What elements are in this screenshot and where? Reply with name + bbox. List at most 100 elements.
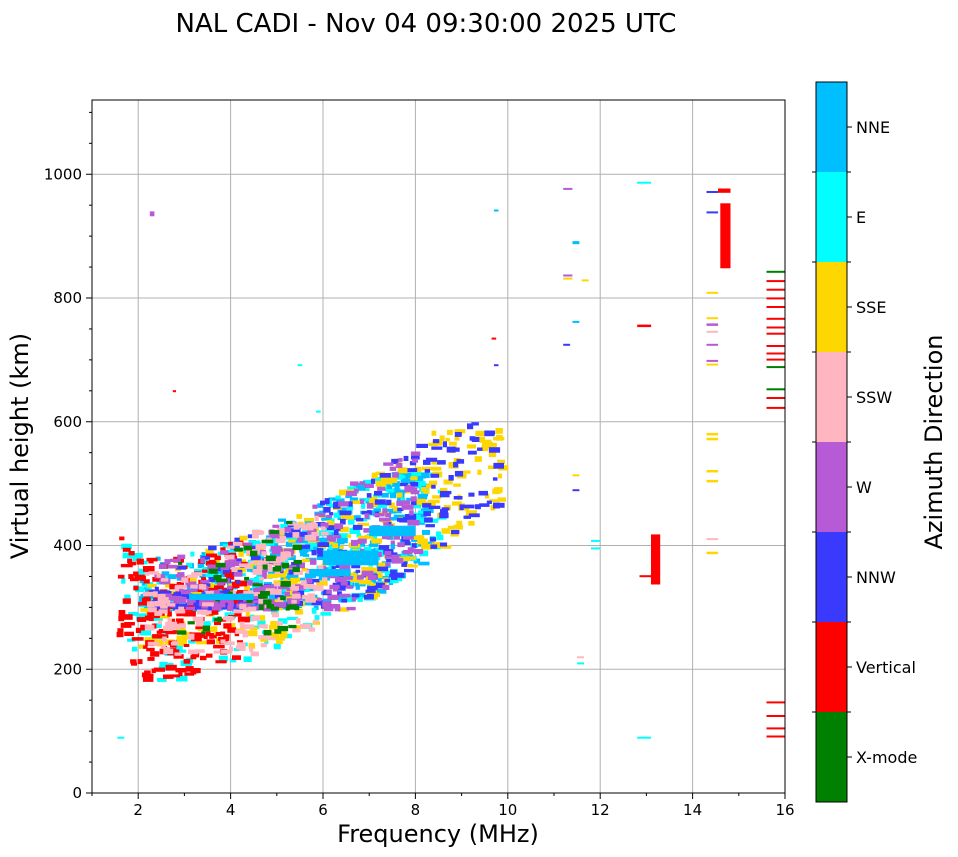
- echo-point: [369, 592, 381, 597]
- echo-segment: [637, 324, 652, 328]
- echo-segment: [172, 390, 176, 393]
- echo-point: [183, 659, 191, 664]
- echo-point: [341, 598, 348, 603]
- echo-point: [369, 578, 377, 583]
- echo-segment: [766, 288, 785, 291]
- echo-point: [297, 590, 305, 597]
- echo-point: [432, 439, 440, 444]
- colorbar-swatch: [816, 82, 847, 172]
- echo-point: [119, 536, 125, 541]
- echo-point: [382, 584, 390, 590]
- echo-point: [213, 644, 225, 649]
- echo-point: [196, 640, 208, 645]
- echo-segment: [766, 735, 785, 738]
- echo-point: [293, 523, 306, 528]
- colorbar-swatch: [816, 712, 847, 802]
- echo-point: [453, 524, 463, 530]
- echo-point: [400, 478, 411, 484]
- echo-point: [314, 615, 320, 621]
- echo-point: [154, 586, 159, 592]
- echo-point: [420, 483, 430, 489]
- echo-point: [429, 518, 439, 523]
- echo-point: [436, 531, 441, 537]
- echo-segment: [706, 363, 719, 366]
- echo-point: [465, 510, 477, 516]
- echo-point: [354, 582, 366, 587]
- echo-point: [160, 578, 169, 582]
- echo-point: [294, 584, 306, 590]
- echo-point: [411, 543, 417, 548]
- echo-point: [258, 624, 268, 629]
- echo-point: [163, 674, 174, 679]
- echo-point: [177, 572, 185, 576]
- echo-point: [215, 562, 226, 568]
- echo-point: [128, 574, 134, 579]
- echo-segment: [766, 345, 785, 347]
- echo-point: [355, 569, 361, 573]
- echo-point: [388, 516, 395, 521]
- echo-point: [365, 487, 370, 491]
- echo-point: [284, 526, 292, 533]
- echo-point: [157, 597, 169, 603]
- echo-point: [185, 606, 195, 611]
- echo-point: [390, 543, 396, 550]
- echo-point: [436, 534, 444, 541]
- echo-point: [175, 668, 187, 673]
- echo-point: [295, 608, 303, 615]
- colorbar-swatch: [816, 172, 847, 262]
- echo-point: [289, 574, 299, 579]
- echo-point: [413, 472, 422, 476]
- echo-point: [394, 489, 406, 494]
- echo-segment: [117, 736, 125, 739]
- echo-point: [399, 539, 406, 545]
- echo-point: [276, 621, 283, 626]
- data-marks: [116, 181, 785, 739]
- echo-point: [249, 647, 254, 652]
- echo-point: [382, 505, 387, 510]
- echo-point: [151, 668, 156, 673]
- echo-point: [227, 627, 237, 633]
- echo-point: [293, 523, 300, 530]
- echo-point: [382, 508, 388, 514]
- echo-point: [398, 556, 411, 562]
- echo-point: [351, 500, 362, 505]
- echo-point: [186, 562, 192, 568]
- echo-point: [320, 526, 326, 531]
- echo-point: [279, 631, 288, 638]
- echo-point: [275, 595, 284, 599]
- echo-point: [122, 552, 134, 559]
- echo-point: [329, 521, 335, 527]
- echo-point: [383, 462, 394, 466]
- echo-point: [430, 544, 438, 549]
- echo-point: [181, 577, 189, 583]
- echo-segment: [706, 291, 719, 294]
- echo-point: [262, 564, 268, 570]
- echo-point: [193, 569, 202, 574]
- echo-point: [153, 623, 162, 629]
- echo-point: [374, 585, 383, 589]
- echo-point: [209, 587, 219, 592]
- echo-point: [220, 550, 229, 555]
- echo-point: [443, 479, 453, 485]
- echo-point: [268, 637, 276, 641]
- echo-point: [239, 645, 246, 651]
- echo-point: [275, 602, 287, 608]
- echo-segment: [766, 352, 785, 355]
- echo-point: [442, 441, 447, 448]
- echo-point: [340, 533, 349, 539]
- echo-point: [349, 578, 362, 583]
- echo-point: [250, 651, 259, 657]
- echo-point: [448, 475, 454, 481]
- echo-point: [260, 584, 272, 589]
- echo-point: [222, 604, 231, 610]
- echo-segment: [297, 364, 303, 367]
- echo-point: [390, 540, 395, 545]
- echo-point: [322, 601, 332, 605]
- echo-point: [277, 585, 289, 590]
- echo-point: [124, 622, 135, 626]
- echo-point: [409, 461, 417, 466]
- echo-point: [270, 621, 282, 626]
- echo-point: [406, 484, 411, 489]
- echo-point: [206, 639, 215, 645]
